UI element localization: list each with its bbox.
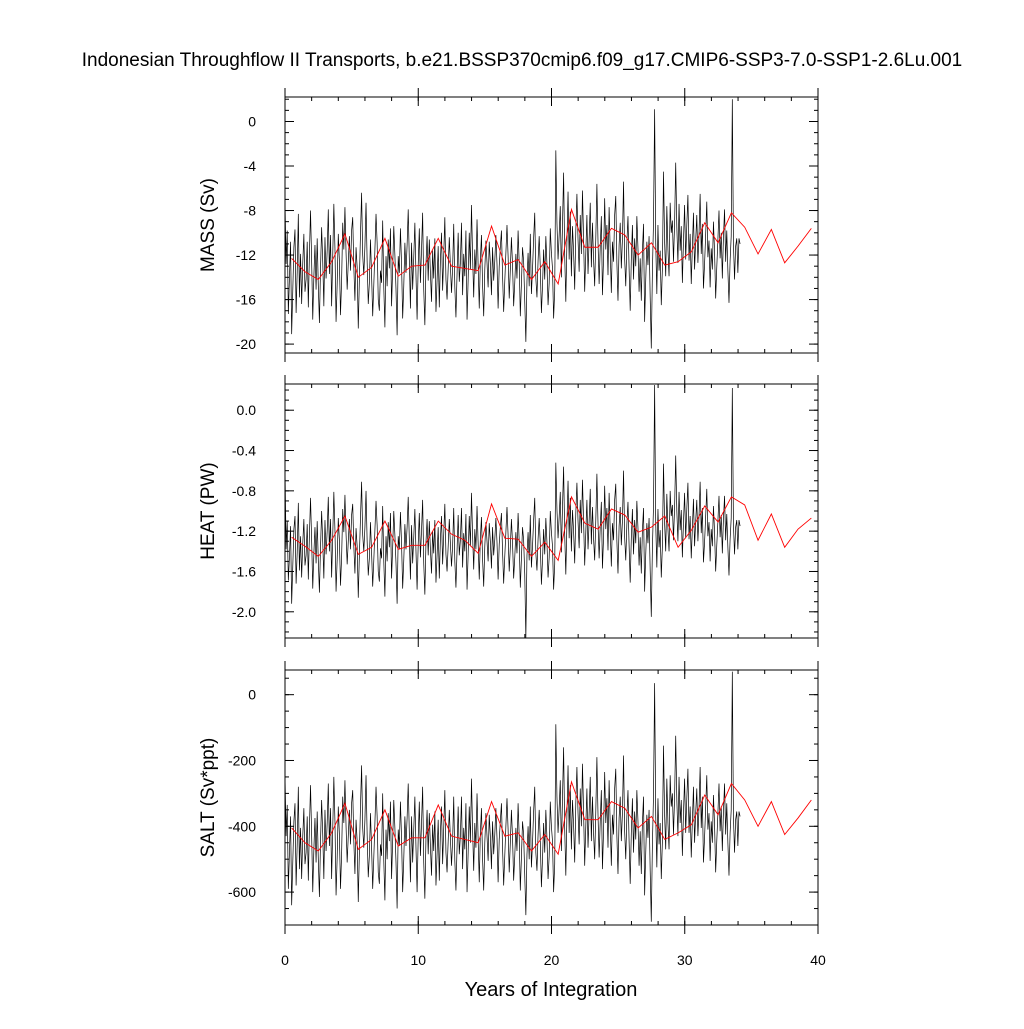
y-tick-label: -1.2 <box>232 523 256 539</box>
y-tick-label: -12 <box>236 247 256 263</box>
y-axis-label: MASS (Sv) <box>198 178 219 272</box>
plot-frame <box>284 669 819 926</box>
x-tick-label: 30 <box>677 952 693 968</box>
y-tick-label: 0.0 <box>237 402 257 418</box>
series-line-annual-mean <box>291 780 812 856</box>
y-axis-label: SALT (Sv*ppt) <box>198 738 219 858</box>
y-tick-label: -4 <box>244 158 257 174</box>
y-tick-label: -0.4 <box>232 443 256 459</box>
y-axis-label: HEAT (PW) <box>198 462 219 559</box>
y-tick-label: -0.8 <box>232 483 256 499</box>
y-tick-label: -20 <box>236 336 256 352</box>
x-tick-label: 40 <box>810 952 826 968</box>
series-line-monthly <box>284 99 741 349</box>
panel-salt: 0 -200 -400 -600 0 10 20 30 40 SALT (Sv*ppt) <box>198 661 826 968</box>
y-tick-label: 0 <box>248 113 256 129</box>
y-tick-label: -1.6 <box>232 563 256 579</box>
x-tick-label: 0 <box>281 952 289 968</box>
y-tick-label: 0 <box>248 687 256 703</box>
series-line-monthly <box>284 385 741 639</box>
y-tick-label: -2.0 <box>232 604 256 620</box>
y-tick-label: -8 <box>244 203 257 219</box>
plot-frame <box>284 96 819 354</box>
panel-heat: 0.0 -0.4 -0.8 -1.2 -1.6 -2.0 HEAT (PW) <box>198 375 819 647</box>
x-axis-label: Years of Integration <box>465 979 638 1001</box>
series-line-monthly <box>284 671 741 922</box>
plot-frame <box>284 383 819 639</box>
y-tick-label: -200 <box>228 752 256 768</box>
series-line-annual-mean <box>291 207 812 286</box>
y-tick-label: -400 <box>228 818 256 834</box>
y-tick-label: -16 <box>236 292 256 308</box>
series-line-annual-mean <box>291 495 812 562</box>
x-tick-label: 20 <box>544 952 560 968</box>
panel-mass: 0 -4 -8 -12 -16 -20 MASS (Sv) <box>198 88 819 362</box>
y-tick-label: -600 <box>228 884 256 900</box>
chart-title: Indonesian Throughflow II Transports, b.… <box>82 50 963 71</box>
x-tick-label: 10 <box>410 952 426 968</box>
